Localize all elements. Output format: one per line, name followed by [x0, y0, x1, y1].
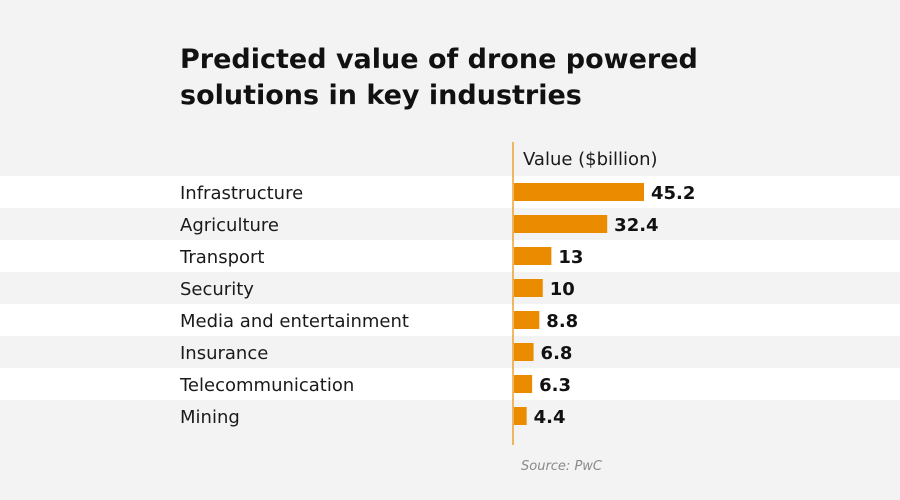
category-label: Telecommunication	[179, 375, 354, 396]
category-label: Transport	[179, 247, 264, 268]
value-label: 4.4	[534, 407, 566, 428]
source-note: Source: PwC	[521, 459, 602, 474]
bar	[514, 407, 527, 425]
category-label: Mining	[180, 407, 240, 428]
value-labels: 45.2 32.4 13 10 8.8 6.8 6.3 4.4	[534, 183, 696, 428]
row-stripes	[0, 176, 900, 400]
value-label: 6.8	[541, 343, 573, 364]
category-label: Insurance	[180, 343, 268, 364]
value-label: 13	[558, 247, 583, 268]
value-label: 45.2	[651, 183, 695, 204]
bar	[514, 183, 644, 201]
row-stripe	[0, 368, 900, 400]
category-label: Agriculture	[180, 215, 279, 236]
category-label: Infrastructure	[180, 183, 303, 204]
value-label: 8.8	[546, 311, 578, 332]
value-label: 10	[550, 279, 575, 300]
category-label: Security	[180, 279, 254, 300]
bars	[514, 183, 644, 425]
category-label: Media and entertainment	[180, 311, 409, 332]
category-labels: Infrastructure Agriculture Transport Securi…	[179, 183, 409, 428]
value-label: 6.3	[539, 375, 571, 396]
bar	[514, 375, 533, 393]
bar	[514, 279, 543, 297]
row-stripe	[0, 176, 900, 208]
value-label: 32.4	[614, 215, 658, 236]
row-stripe	[0, 240, 900, 272]
bar	[514, 247, 552, 265]
row-stripe	[0, 304, 900, 336]
bar	[514, 215, 608, 233]
chart-title: Predicted value of drone powered solutio…	[180, 44, 698, 111]
bar	[514, 343, 534, 361]
value-axis-header: Value ($billion)	[523, 149, 658, 170]
bar	[514, 311, 540, 329]
